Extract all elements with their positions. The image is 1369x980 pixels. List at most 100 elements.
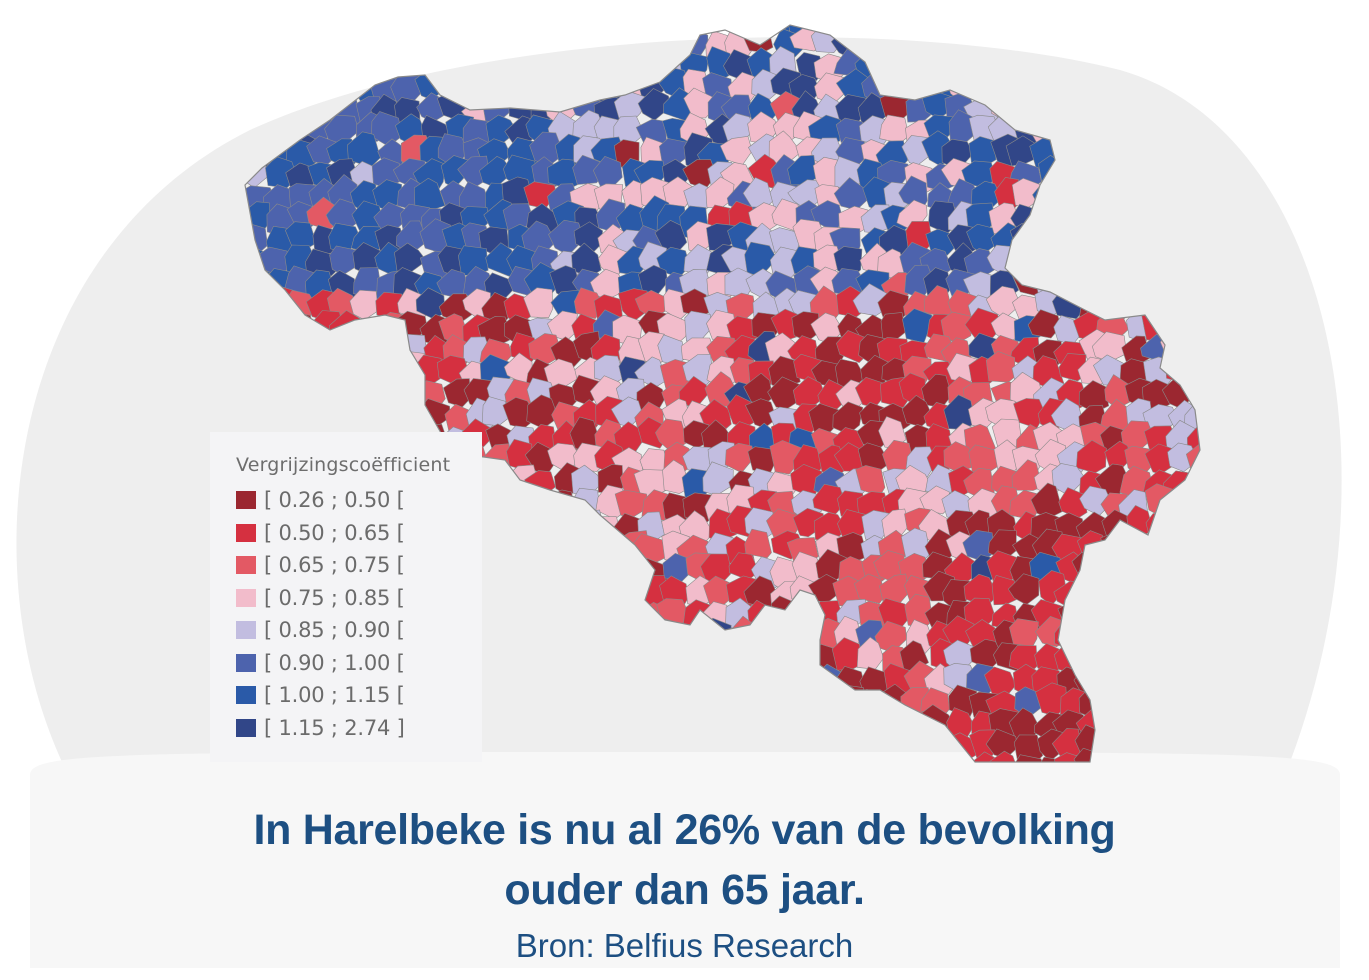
municipality-area [1036,46,1069,78]
municipality-area [545,617,580,651]
municipality-area [461,68,497,96]
municipality-area [549,637,577,673]
municipality-area [1076,49,1108,81]
municipality-area [618,44,650,79]
municipality-area [486,666,515,698]
municipality-area [1118,46,1154,81]
municipality-area [1095,666,1129,701]
municipality-area [1147,620,1181,653]
municipality-area [881,724,914,761]
municipality-area [348,335,379,369]
municipality-area [550,753,583,762]
municipality-area [245,46,273,79]
legend-entry: [ 0.85 ; 0.90 [ [236,614,482,647]
municipality-area [611,599,644,633]
municipality-area [1120,727,1152,757]
municipality-area [1160,731,1198,762]
legend-swatch [236,491,256,510]
legend-label: [ 1.00 ; 1.15 [ [264,683,405,708]
legend-entry: [ 1.15 ; 2.74 ] [236,712,482,745]
municipality-area [1164,133,1193,166]
municipality-area [484,686,519,717]
municipality-area [460,26,491,55]
municipality-area [1186,74,1200,108]
municipality-area [679,681,712,713]
municipality-area [1057,90,1089,122]
municipality-area [1053,25,1087,35]
municipality-area [1124,182,1152,216]
municipality-area [245,154,269,189]
municipality-area [569,70,600,103]
municipality-area [1011,459,1043,491]
municipality-area [1166,515,1197,544]
municipality-area [613,662,645,695]
municipality-area [1097,269,1130,301]
municipality-area [786,624,819,654]
headline: In Harelbeke is nu al 26% van de bevolki… [0,800,1369,920]
municipality-area [1124,25,1155,58]
municipality-area [595,552,624,587]
municipality-area [306,25,339,63]
municipality-area [1055,153,1085,191]
municipality-area [1163,684,1199,715]
municipality-area [245,286,269,321]
municipality-area [501,753,531,762]
municipality-area [615,25,646,35]
municipality-area [351,25,383,40]
municipality-area [765,732,799,762]
municipality-area [704,25,735,30]
municipality-area [946,754,980,762]
municipality-area [873,707,908,738]
municipality-area [1191,728,1200,760]
municipality-area [485,574,517,606]
municipality-area [637,31,669,63]
municipality-area [575,702,605,734]
municipality-area [245,311,280,349]
municipality-area [837,25,871,37]
municipality-area [1183,89,1200,121]
municipality-area [504,729,534,762]
municipality-area [636,48,671,77]
municipality-area [354,317,385,348]
municipality-area [594,666,627,698]
municipality-area [260,25,291,40]
municipality-area [810,683,841,716]
municipality-area [1183,532,1200,561]
municipality-area [678,728,710,762]
municipality-area [507,70,539,104]
municipality-area [419,25,451,38]
municipality-area [877,751,909,762]
municipality-area [505,25,537,40]
municipality-area [1076,114,1106,143]
municipality-area [1169,307,1198,342]
municipality-area [1163,185,1195,216]
municipality-area [484,532,516,564]
municipality-area [1167,116,1200,147]
municipality-area [816,25,844,35]
municipality-area [531,617,565,654]
municipality-area [393,44,423,79]
municipality-area [787,668,824,697]
municipality-area [263,75,296,105]
legend-swatch [236,588,256,607]
municipality-area [505,596,537,634]
municipality-area [610,685,645,713]
legend-swatch [236,718,256,737]
municipality-area [532,702,564,739]
municipality-area [1186,155,1200,185]
municipality-area [547,602,581,631]
municipality-area [1186,571,1200,604]
municipality-area [1082,183,1111,216]
municipality-area [1166,620,1200,652]
municipality-area [530,508,563,543]
municipality-area [1141,51,1176,82]
municipality-area [245,116,272,146]
municipality-area [1081,136,1112,170]
municipality-area [525,45,554,78]
municipality-area [1074,223,1110,252]
municipality-area [987,68,1022,103]
municipality-area [678,709,708,740]
municipality-area [1037,89,1069,125]
municipality-area [1166,711,1198,747]
municipality-area [1124,92,1153,126]
